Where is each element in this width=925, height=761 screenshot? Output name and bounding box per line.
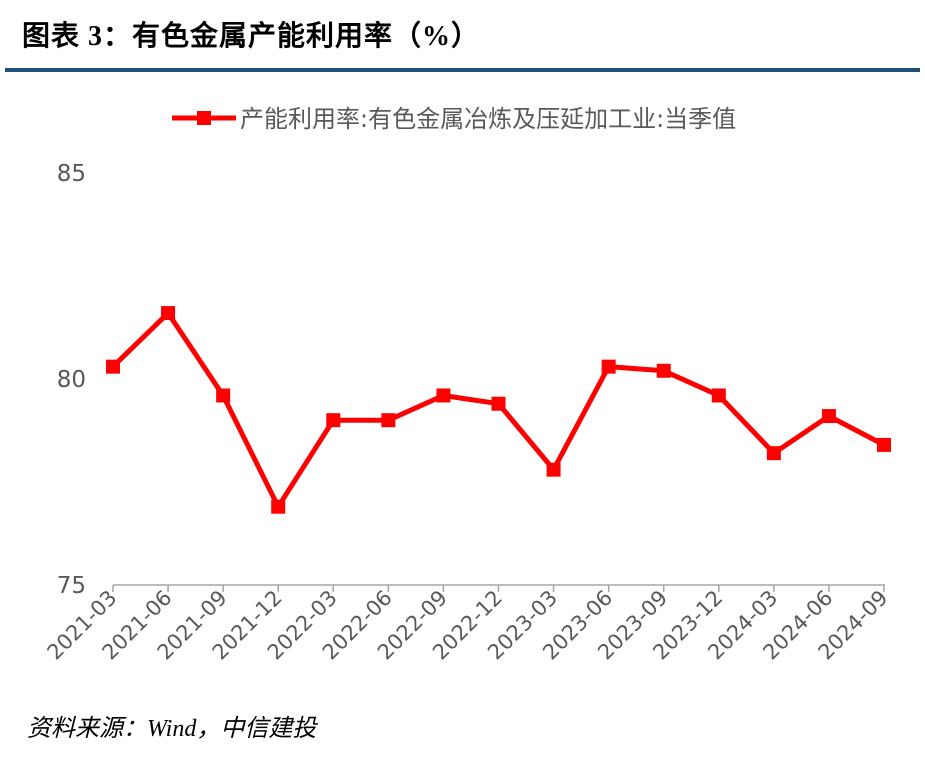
y-tick-label: 85 — [57, 161, 86, 187]
data-point-2024-03 — [766, 446, 781, 461]
data-point-2023-09 — [656, 363, 671, 378]
legend: 产能利用率:有色金属冶炼及压延加工业:当季值 — [172, 105, 736, 133]
data-point-2023-06 — [601, 359, 616, 374]
data-point-2022-12 — [491, 396, 506, 411]
data-point-2023-03 — [546, 462, 561, 477]
data-point-2022-09 — [436, 388, 451, 403]
legend-label: 产能利用率:有色金属冶炼及压延加工业:当季值 — [240, 105, 736, 133]
data-point-2021-06 — [161, 306, 176, 321]
title-divider — [5, 68, 920, 72]
source-note: 资料来源：Wind，中信建投 — [27, 716, 317, 742]
series — [106, 306, 891, 514]
y-tick-label: 75 — [57, 573, 86, 599]
legend-square-marker — [197, 111, 211, 125]
data-point-2022-06 — [381, 413, 396, 428]
data-point-2024-06 — [821, 409, 836, 424]
figure-title: 图表 3：有色金属产能利用率（%） — [22, 21, 481, 52]
y-tick-label: 80 — [57, 367, 86, 393]
data-point-2021-09 — [216, 388, 231, 403]
data-point-2022-03 — [326, 413, 341, 428]
x-axis: 2021-032021-062021-092021-122022-032022-… — [43, 584, 893, 665]
y-axis: 75 80 85 — [57, 161, 86, 599]
data-point-2024-09 — [877, 437, 891, 452]
data-point-2021-12 — [271, 499, 286, 514]
data-point-2021-03 — [106, 359, 120, 374]
data-point-2023-12 — [711, 388, 726, 403]
